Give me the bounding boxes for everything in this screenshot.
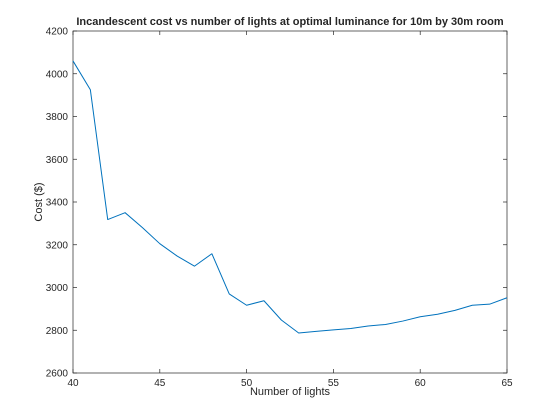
- x-tick-label: 45: [154, 378, 166, 389]
- y-axis-label: Cost ($): [33, 182, 45, 221]
- x-tick-label: 55: [328, 378, 340, 389]
- series-line-cost: [72, 60, 508, 334]
- y-tick-label: 3000: [46, 283, 69, 294]
- y-ticks: 2600 2800 3000 3200 3400 3600 3800 4000 4200: [46, 27, 507, 380]
- axes-box: [72, 30, 508, 374]
- y-tick-label: 4200: [46, 27, 69, 38]
- y-tick-label: 4000: [46, 69, 69, 80]
- plot-area: 40 45 50 55 60 65 2600 2800 3000 3200 3400 3600 380…: [46, 27, 513, 390]
- y-tick-label: 3400: [46, 198, 69, 209]
- y-tick-label: 3800: [46, 112, 69, 123]
- y-tick-label: 3200: [46, 240, 69, 251]
- chart-title: Incandescent cost vs number of lights at…: [76, 16, 503, 28]
- x-tick-label: 50: [241, 378, 253, 389]
- y-tick-label: 2800: [46, 326, 69, 337]
- x-tick-label: 65: [501, 378, 513, 389]
- x-axis-label: Number of lights: [250, 386, 331, 398]
- x-tick-label: 60: [415, 378, 427, 389]
- y-tick-label: 2600: [46, 369, 69, 380]
- y-tick-label: 3600: [46, 155, 69, 166]
- x-ticks: 40 45 50 55 60 65: [67, 31, 513, 389]
- x-tick-label: 40: [67, 378, 79, 389]
